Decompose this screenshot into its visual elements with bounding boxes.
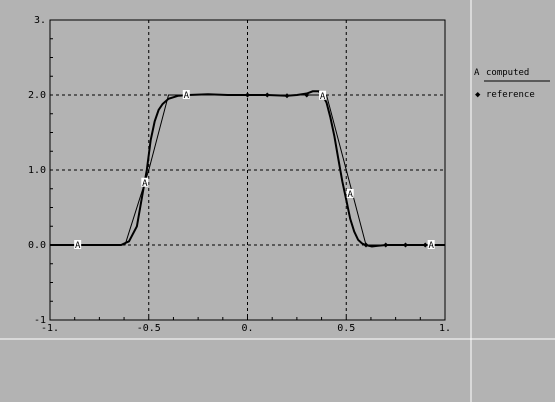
plot-area: -1. -0.5 0. 0.5 1. -1 0.0 1.0 2.0 3. A A A A A A (28, 15, 451, 334)
y-tick-label: 1.0 (28, 165, 46, 176)
legend-label-reference: reference (486, 90, 535, 100)
marker-reference (264, 92, 270, 98)
marker-reference (304, 92, 310, 98)
legend: A computed ◆ reference (474, 68, 550, 100)
legend-marker-computed: A (474, 68, 480, 78)
legend-label-computed: computed (486, 68, 529, 78)
marker-computed: A (320, 92, 326, 102)
marker-computed: A (428, 241, 434, 251)
x-tick-label: 1. (439, 323, 451, 334)
y-tick-label: 0.0 (28, 240, 46, 251)
marker-computed-box (74, 240, 82, 249)
x-tick-label: -1. (41, 323, 59, 334)
marker-reference (284, 93, 290, 99)
y-tick-label: 3. (34, 15, 46, 26)
series-line-computed (50, 90, 445, 248)
marker-computed: A (347, 190, 353, 200)
marker-computed: A (142, 179, 148, 189)
x-tick-label: 0. (241, 323, 253, 334)
marker-computed: A (75, 241, 81, 251)
marker-reference (403, 242, 408, 248)
marker-computed-box (319, 90, 327, 100)
marker-computed: A (184, 91, 190, 101)
marker-reference (383, 242, 389, 248)
y-tick-label: -1 (34, 315, 46, 326)
marker-computed-box (141, 177, 149, 187)
marker-reference (363, 242, 369, 248)
x-tick-label: 0.5 (337, 323, 355, 334)
marker-computed-box (182, 90, 190, 99)
y-tick-label: 2.0 (28, 90, 46, 101)
marker-reference (245, 92, 250, 98)
legend-marker-reference: ◆ (475, 90, 481, 100)
marker-computed-box (346, 189, 354, 198)
marker-computed-box (427, 240, 435, 249)
marker-reference (422, 242, 428, 248)
x-tick-label: -0.5 (137, 323, 161, 334)
